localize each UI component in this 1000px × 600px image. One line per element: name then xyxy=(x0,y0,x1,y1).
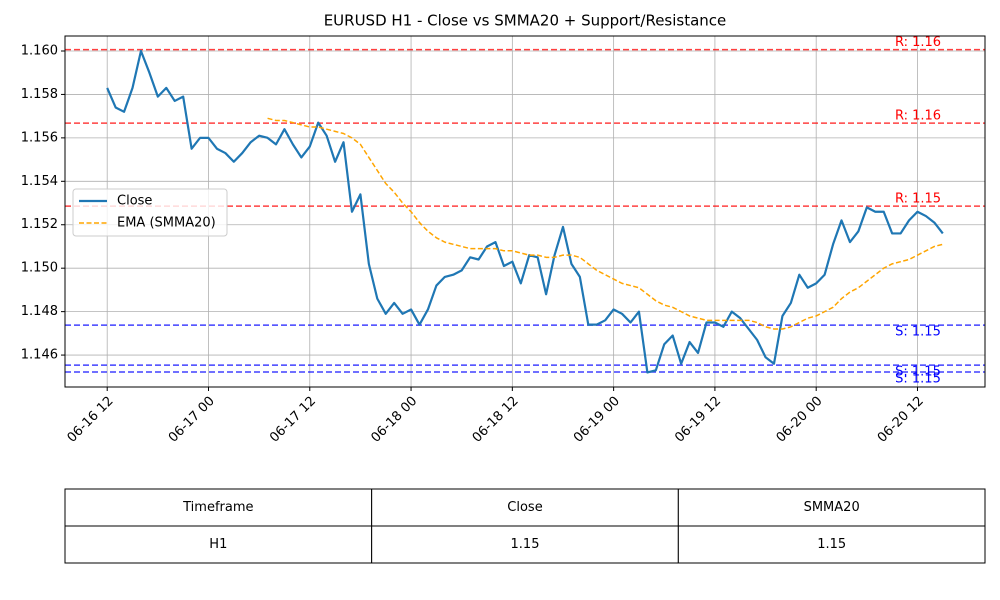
level-label: R: 1.15 xyxy=(895,192,941,207)
table-cell xyxy=(677,525,986,564)
x-tick-label: 06-18 00 xyxy=(368,394,420,446)
y-tick-label: 1.152 xyxy=(21,217,58,232)
x-tick-label: 06-20 12 xyxy=(875,394,927,446)
table-cell-text: 1.15 xyxy=(511,537,540,552)
y-tick-label: 1.156 xyxy=(21,130,58,145)
x-tick-label: 06-16 12 xyxy=(65,394,117,446)
table-cell-text: Timeframe xyxy=(182,500,253,515)
x-tick-label: 06-17 00 xyxy=(166,394,218,446)
table-cell xyxy=(371,525,679,564)
level-label: S: 1.15 xyxy=(895,325,941,340)
series-line xyxy=(267,117,943,330)
table-cell-text: SMMA20 xyxy=(804,500,860,515)
y-tick-label: 1.160 xyxy=(21,43,58,58)
y-tick-label: 1.146 xyxy=(21,348,58,363)
table-cell xyxy=(64,525,373,564)
x-tick-label: 06-19 00 xyxy=(571,394,623,446)
level-label: R: 1.16 xyxy=(895,109,941,124)
legend-label: Close xyxy=(117,194,152,209)
y-tick-label: 1.158 xyxy=(21,87,58,102)
x-tick-label: 06-18 12 xyxy=(470,394,522,446)
legend-label: EMA (SMMA20) xyxy=(117,216,216,231)
table-cell-text: 1.15 xyxy=(817,537,846,552)
table-cell xyxy=(677,488,986,527)
table-cell-text: H1 xyxy=(209,537,227,552)
level-label: R: 1.16 xyxy=(895,35,941,50)
table-cell xyxy=(371,488,679,527)
y-tick-label: 1.150 xyxy=(21,261,58,276)
x-tick-label: 06-19 12 xyxy=(672,394,724,446)
legend-box xyxy=(72,188,228,237)
plot-frame xyxy=(64,35,986,388)
x-tick-label: 06-17 12 xyxy=(267,394,319,446)
chart-title: EURUSD H1 - Close vs SMMA20 + Support/Re… xyxy=(324,12,727,30)
y-tick-label: 1.148 xyxy=(21,304,58,319)
series-line xyxy=(106,49,944,374)
y-tick-label: 1.154 xyxy=(21,174,58,189)
level-label: S: 1.15 xyxy=(895,372,941,387)
level-label: S: 1.15 xyxy=(895,365,941,380)
table-cell-text: Close xyxy=(507,500,542,515)
x-tick-label: 06-20 00 xyxy=(774,394,826,446)
table-cell xyxy=(64,488,373,527)
